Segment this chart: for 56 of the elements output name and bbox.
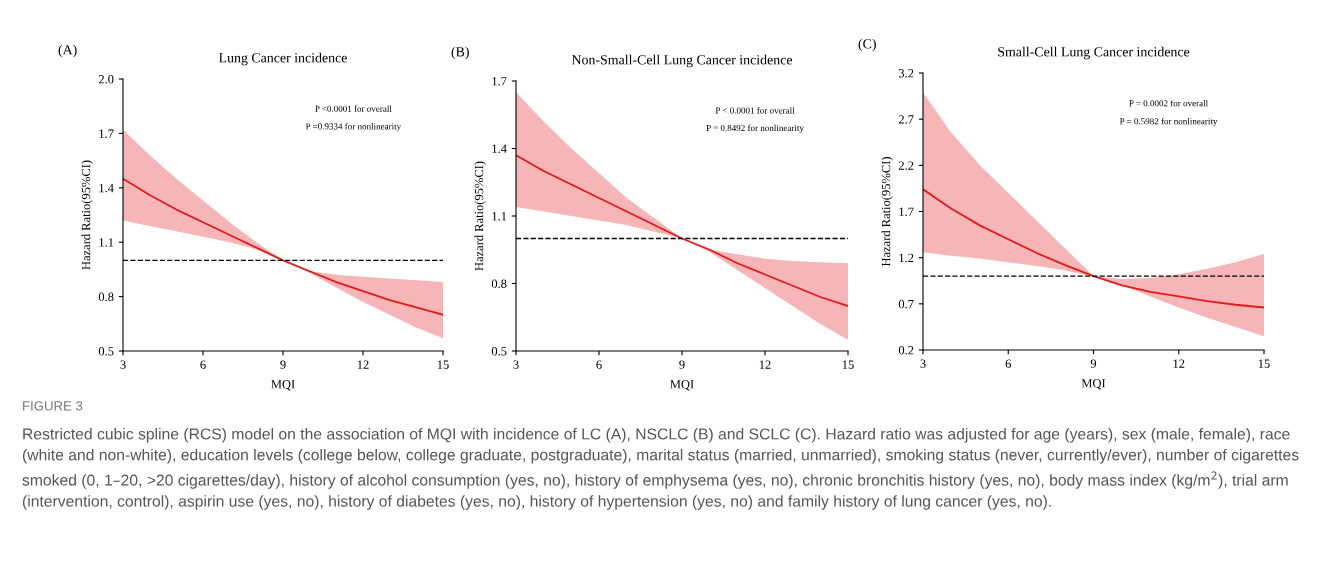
- x-tick-label: 12: [357, 360, 369, 369]
- y-tick-label: 2.7: [898, 115, 914, 124]
- y-tick-label: 1.4: [492, 144, 507, 154]
- y-tick-label: 0.8: [98, 292, 114, 302]
- x-tick-label: 15: [1258, 359, 1270, 368]
- y-tick-label: 2.0: [98, 75, 114, 84]
- x-tick-label: 15: [437, 360, 449, 369]
- y-tick-label: 1.4: [99, 183, 114, 193]
- caption: FIGURE 3: [23, 401, 83, 411]
- y-tick-label: 1.7: [492, 77, 507, 86]
- x-axis-title: MQI: [670, 380, 694, 391]
- annotation: P = 0.8492 for nonlinearity: [706, 124, 804, 133]
- y-tick-label: 1.7: [899, 207, 914, 217]
- annotation: P =0.9334 for nonlinearity: [305, 122, 402, 132]
- x-tick-label: 9: [1090, 359, 1097, 368]
- y-tick-label: 1.1: [492, 212, 507, 221]
- x-tick-label: 15: [842, 360, 854, 369]
- y-tick-label: 0.2: [898, 346, 914, 355]
- y-tick-label: 1.7: [99, 129, 114, 138]
- y-axis-title: Hazard Ratio(95%CI): [81, 160, 93, 270]
- y-tick-label: 0.5: [98, 347, 114, 356]
- text: (C): [858, 38, 876, 52]
- x-axis-title: MQI: [271, 380, 295, 391]
- y-tick-label: 2.2: [898, 161, 914, 170]
- annotation: P <0.0001 for overall: [315, 105, 392, 112]
- y-tick-label: 0.7: [898, 299, 914, 309]
- chart-title: Lung Cancer incidence: [219, 52, 347, 66]
- x-tick-label: 12: [759, 360, 771, 369]
- text: Restricted cubic spline (RCS) model on the association of MQI with incidence of LC (A), NSCLC (B) and SCLC (C). Hazard ratio was adjusted for age (years), sex (male, female), race (white and non-white), education levels (college below, college graduate, postgraduate), marital status (married, unmarried), smoking status (never, currently/ever), number of cigarettes smoked (0, 1–20, >20 cigarettes/day), history of alcohol consumption (yes, no), history of emphysema (yes, no), chronic bronchitis history (yes, no), body mass index (kg/m$^{2}$), trial arm (intervention, control), aspirin use (yes, no), history of diabetes (yes, no), history of hypertension (yes, no) and family history of lung cancer (yes, no).: [22, 428, 1299, 510]
- text: (A): [58, 44, 77, 58]
- x-tick-label: 12: [1173, 359, 1185, 368]
- x-tick-label: 9: [280, 360, 286, 369]
- x-tick-label: 3: [920, 359, 926, 368]
- chart-title: Non-Small-Cell Lung Cancer incidence: [571, 54, 793, 68]
- text: (B): [451, 46, 469, 60]
- y-axis-title: Hazard Ratio(95%CI): [474, 161, 486, 271]
- x-tick-label: 3: [120, 360, 126, 369]
- y-tick-label: 1.1: [99, 238, 114, 247]
- y-tick-label: 0.5: [491, 347, 507, 356]
- x-tick-label: 9: [679, 360, 685, 369]
- y-tick-label: 1.2: [899, 253, 914, 263]
- line-series: [516, 154, 848, 307]
- y-tick-label: 3.2: [898, 69, 914, 78]
- y-axis-title: Hazard Ratio(95%CI): [881, 157, 893, 267]
- x-tick-label: 6: [200, 360, 206, 369]
- chart-title: Small-Cell Lung Cancer incidence: [998, 46, 1190, 60]
- x-tick-label: 6: [596, 360, 602, 369]
- x-tick-label: 6: [1005, 359, 1011, 368]
- line-series: [923, 188, 1264, 309]
- y-tick-label: 0.8: [491, 279, 507, 289]
- line-series: [123, 177, 443, 316]
- annotation: P = 0.5982 for nonlinearity: [1119, 117, 1218, 127]
- x-axis-title: MQI: [1081, 379, 1106, 390]
- x-tick-label: 3: [513, 360, 519, 369]
- annotation: P < 0.0001 for overall: [715, 107, 795, 114]
- annotation: P = 0.0002 for overall: [1129, 99, 1208, 107]
